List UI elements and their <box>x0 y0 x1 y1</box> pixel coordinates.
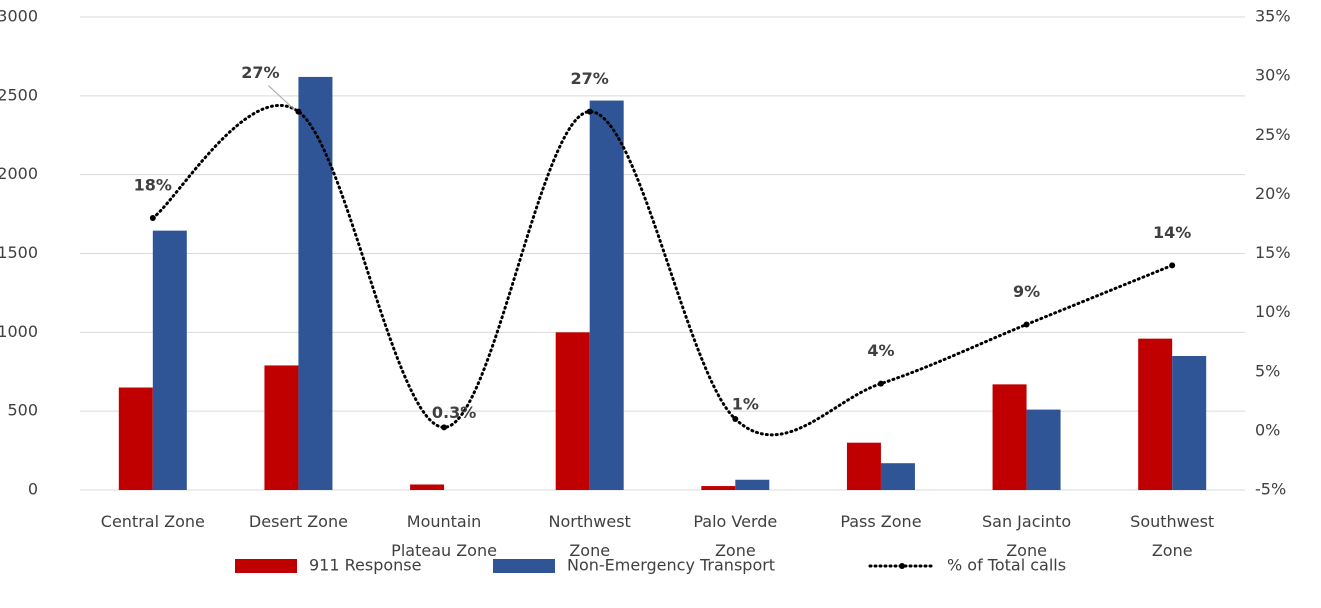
x-tick-label: San Jacinto Zone <box>982 512 1071 560</box>
bar <box>298 76 333 490</box>
y-tick-label: 2000 <box>0 164 38 183</box>
y2-tick-label: 5% <box>1255 361 1280 380</box>
line-marker <box>1023 321 1030 328</box>
bar <box>264 365 299 490</box>
x-tick-label: Central Zone <box>101 512 205 531</box>
y-tick-label: 3000 <box>0 7 38 26</box>
bar <box>992 384 1027 490</box>
y2-tick-label: 30% <box>1255 66 1291 85</box>
bar <box>735 479 770 490</box>
data-label: 9% <box>1013 282 1040 301</box>
y2-tick-label: 25% <box>1255 125 1291 144</box>
line-marker <box>586 108 593 115</box>
x-tick-label: Mountain Plateau Zone <box>391 512 497 560</box>
bar <box>118 387 153 490</box>
bar <box>1172 355 1207 490</box>
data-label: 27% <box>241 63 279 82</box>
legend-label: Non-Emergency Transport <box>567 556 775 575</box>
y-tick-label: 2500 <box>0 85 38 104</box>
data-label: 1% <box>732 395 759 414</box>
x-tick-label: Southwest Zone <box>1130 512 1214 560</box>
y2-tick-label: 10% <box>1255 302 1291 321</box>
bar <box>1138 338 1173 490</box>
bar <box>152 230 187 490</box>
data-label: 18% <box>134 176 172 195</box>
line-marker <box>441 424 448 431</box>
legend-label: % of Total calls <box>947 556 1066 575</box>
line-marker <box>1169 262 1176 269</box>
line-marker <box>877 380 884 387</box>
legend-marker <box>899 563 905 569</box>
x-tick-label: Northwest Zone <box>549 512 631 560</box>
y-tick-label: 500 <box>7 401 38 420</box>
bar <box>701 486 736 490</box>
y-tick-label: 1000 <box>0 322 38 341</box>
bar <box>880 463 915 490</box>
y2-tick-label: -5% <box>1255 480 1286 499</box>
y-tick-label: 1500 <box>0 243 38 262</box>
y2-tick-label: 35% <box>1255 7 1291 26</box>
bar <box>1026 409 1061 490</box>
bar <box>555 332 590 490</box>
bar <box>846 442 881 490</box>
y2-tick-label: 15% <box>1255 243 1291 262</box>
leader-line <box>268 85 295 110</box>
legend-swatch <box>235 559 297 573</box>
data-label: 14% <box>1153 223 1191 242</box>
line-marker <box>732 416 739 423</box>
data-label: 27% <box>571 69 609 88</box>
x-tick-label: Pass Zone <box>840 512 921 531</box>
y2-tick-label: 0% <box>1255 420 1280 439</box>
x-tick-label: Palo Verde Zone <box>693 512 777 560</box>
line-marker <box>149 215 156 222</box>
bar <box>410 484 445 490</box>
line-marker <box>295 108 302 115</box>
x-tick-label: Desert Zone <box>249 512 348 531</box>
y-tick-label: 0 <box>28 480 38 499</box>
line <box>151 103 1174 437</box>
data-label: 4% <box>867 341 894 360</box>
legend-label: 911 Response <box>309 556 421 575</box>
y2-tick-label: 20% <box>1255 184 1291 203</box>
legend-swatch <box>493 559 555 573</box>
bar <box>589 100 624 491</box>
data-label: 0.3% <box>432 403 476 422</box>
